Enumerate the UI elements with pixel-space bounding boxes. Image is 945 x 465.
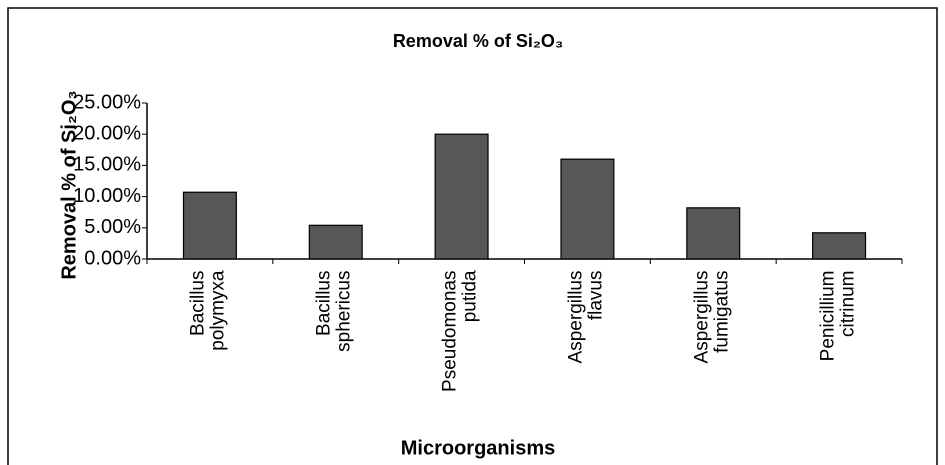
bar bbox=[560, 158, 615, 260]
y-tick-label: 0.00% bbox=[84, 247, 141, 269]
bar bbox=[686, 207, 741, 260]
x-tick-label: Aspergillus fumigatus bbox=[691, 270, 733, 363]
x-tick-label: Bacillus sphericus bbox=[313, 270, 355, 352]
y-tick-label: 20.00% bbox=[73, 122, 141, 144]
bar bbox=[182, 191, 237, 260]
x-tick-label: Bacillus polymyxa bbox=[187, 270, 229, 351]
bar bbox=[812, 232, 867, 260]
chart-title: Removal % of Si₂O₃ bbox=[393, 31, 563, 51]
y-tick-label: 10.00% bbox=[73, 185, 141, 207]
x-tick-label: Aspergillus flavus bbox=[565, 270, 607, 363]
y-tick-label: 25.00% bbox=[73, 91, 141, 113]
y-tick-label: 5.00% bbox=[84, 216, 141, 238]
x-tick-label: Pseudomonas putida bbox=[439, 270, 481, 392]
bar bbox=[434, 133, 489, 260]
chart-border bbox=[7, 7, 938, 465]
y-axis-label: Removal % of Si₂O₃ bbox=[58, 90, 80, 279]
y-tick-label: 15.00% bbox=[73, 154, 141, 176]
x-axis-label: Microorganisms bbox=[401, 437, 555, 459]
bar bbox=[308, 224, 363, 260]
x-tick-label: Penicillium citrinum bbox=[817, 270, 859, 361]
